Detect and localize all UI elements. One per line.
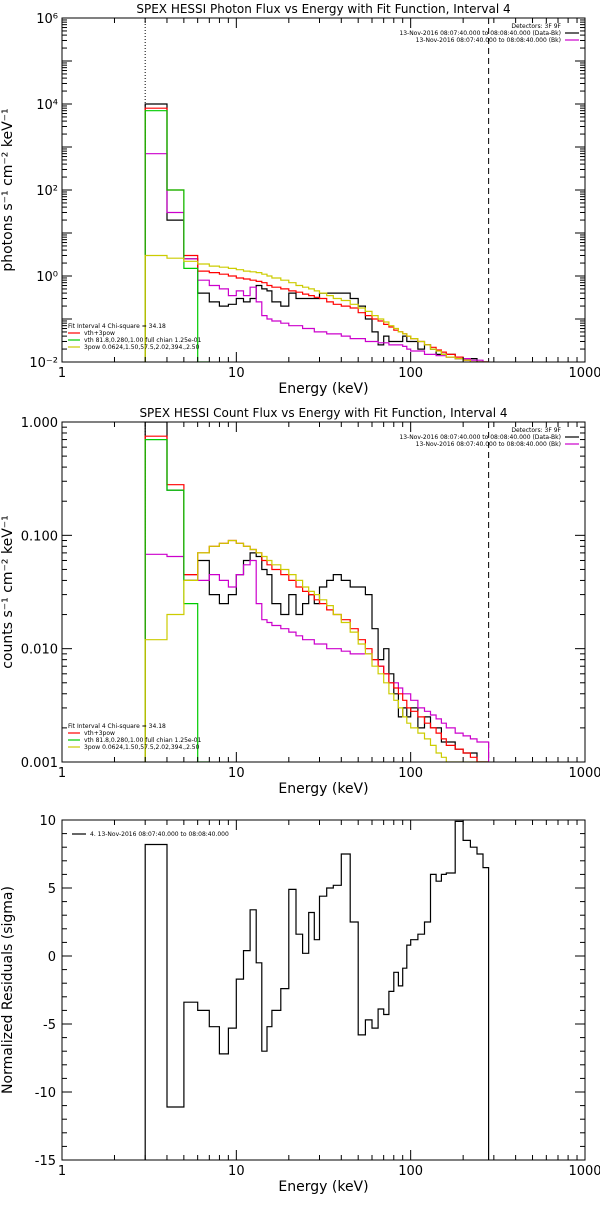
- y-axis-label: counts s⁻¹ cm⁻² keV⁻¹: [0, 515, 16, 669]
- chart-3: 1 10 100 1000 Energy (keV) -15 -10 -5 0 5 10 Normal…: [0, 814, 600, 1195]
- legend-text: vth+3pow: [84, 730, 115, 737]
- y-tick-label: 0: [48, 950, 56, 965]
- y-tick-label: 0.010: [21, 643, 58, 658]
- x-tick-label: 100: [398, 366, 423, 381]
- x-tick-label: 10: [228, 766, 245, 781]
- y-tick-label: -15: [35, 1154, 56, 1169]
- x-axis-label: Energy (keV): [278, 381, 368, 397]
- y-tick-label: -10: [35, 1086, 56, 1101]
- x-tick-label: 100: [398, 1164, 423, 1179]
- legend-bottom-left: Fit Interval 4 Chi-square = 34.18vth+3po…: [68, 323, 202, 351]
- x-tick-label: 1: [58, 366, 66, 381]
- x-tick-label: 100: [398, 766, 423, 781]
- y-axis-label: Normalized Residuals (sigma): [0, 886, 16, 1094]
- legend-top-left: 4. 13-Nov-2016 08:07:40.000 to 08:08:40.…: [72, 831, 229, 838]
- x-axis-label: Energy (keV): [278, 1179, 368, 1195]
- plot-area: [144, 422, 490, 762]
- y-tick-label: 10⁴: [36, 98, 58, 113]
- series-vth: [144, 439, 210, 762]
- y-tick-label: 10²: [36, 184, 58, 199]
- legend-text: vth 81.8,0.280,1.00 full chian 1.25e-01: [84, 337, 202, 344]
- x-tick-label: 1000: [568, 1164, 600, 1179]
- plot-area: [144, 820, 490, 1160]
- legend-text: 13-Nov-2016 08:07:40.000 to 08:08:40.000…: [416, 441, 561, 448]
- chart-title: SPEX HESSI Photon Flux vs Energy with Fi…: [136, 2, 510, 16]
- legend-text: 13-Nov-2016 08:07:40.000 to 08:08:40.000…: [399, 30, 561, 37]
- y-tick-label: 10: [39, 814, 56, 829]
- y-axis-label: photons s⁻¹ cm⁻² keV⁻¹: [0, 108, 16, 271]
- y-tick-label: 0.001: [21, 756, 58, 771]
- x-tick-label: 10: [228, 366, 245, 381]
- plot-frame: [61, 421, 586, 763]
- x-tick-label: 10: [228, 1164, 245, 1179]
- x-tick-label: 1: [58, 766, 66, 781]
- series-bk: [144, 553, 490, 762]
- chart-2: SPEX HESSI Count Flux vs Energy with Fit…: [0, 406, 600, 797]
- legend-text: 13-Nov-2016 08:07:40.000 to 08:08:40.000…: [399, 434, 561, 441]
- plot-area: [144, 18, 490, 362]
- legend-text: 3pow 0.0624,1.50,57.5,2.02,394.,2.50: [84, 344, 200, 351]
- series-3pow: [144, 254, 489, 362]
- chart-title: SPEX HESSI Count Flux vs Energy with Fit…: [139, 406, 507, 420]
- y-tick-label: -5: [43, 1018, 56, 1033]
- chart-1: SPEX HESSI Photon Flux vs Energy with Fi…: [0, 2, 600, 397]
- legend-text: Fit Interval 4 Chi-square = 34.18: [68, 723, 166, 730]
- legend-text: 4. 13-Nov-2016 08:07:40.000 to 08:08:40.…: [90, 831, 229, 838]
- y-tick-label: 1.000: [21, 416, 58, 431]
- plot-frame: [61, 819, 586, 1161]
- series-vth: [144, 110, 210, 362]
- legend-bottom-left: Fit Interval 4 Chi-square = 34.18vth+3po…: [68, 723, 202, 751]
- legend-text: vth+3pow: [84, 330, 115, 337]
- legend-text: 13-Nov-2016 08:07:40.000 to 08:08:40.000…: [416, 37, 561, 44]
- x-tick-label: 1000: [568, 766, 600, 781]
- legend-text: Detectors: 3F 9F: [511, 23, 561, 30]
- series-residuals: [144, 820, 490, 1160]
- y-tick-label: 10⁻²: [29, 356, 58, 371]
- legend-text: vth 81.8,0.280,1.00 full chian 1.25e-01: [84, 737, 202, 744]
- x-tick-label: 1000: [568, 366, 600, 381]
- series-3pow: [144, 539, 489, 762]
- plot-frame: [61, 17, 586, 363]
- x-tick-label: 1: [58, 1164, 66, 1179]
- legend-text: Fit Interval 4 Chi-square = 34.18: [68, 323, 166, 330]
- y-tick-label: 0.100: [21, 529, 58, 544]
- y-tick-label: 5: [48, 882, 56, 897]
- x-axis-label: Energy (keV): [278, 781, 368, 797]
- y-tick-label: 10⁶: [36, 12, 58, 27]
- y-tick-label: 10⁰: [36, 270, 58, 285]
- legend-text: 3pow 0.0624,1.50,57.5,2.02,394.,2.50: [84, 744, 200, 751]
- legend-text: Detectors: 3F 9F: [511, 427, 561, 434]
- series-bk: [144, 153, 489, 362]
